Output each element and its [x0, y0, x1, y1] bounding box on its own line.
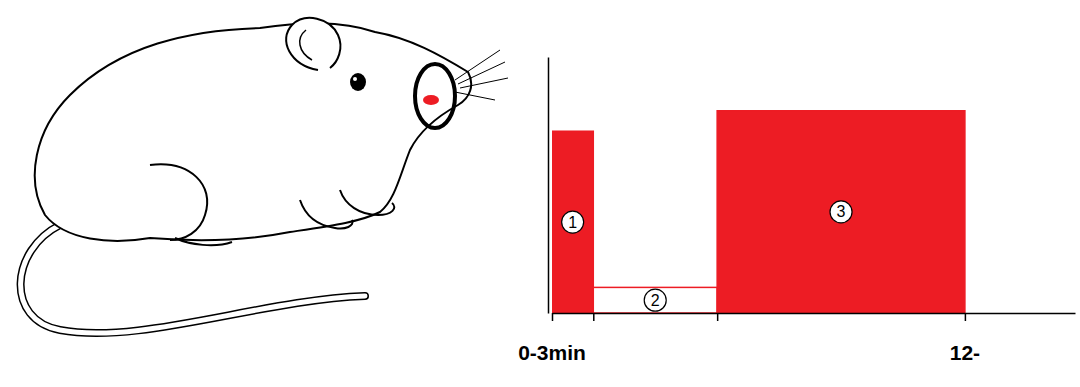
annotations: 0-3min 12-	[518, 341, 980, 364]
x-annotation: 0-3min	[518, 341, 586, 364]
mouse-tail	[21, 225, 365, 333]
x-axis-line	[553, 313, 1076, 315]
mouse-ear	[286, 18, 340, 70]
x-tick	[593, 313, 594, 321]
bar-labels: 1 2 3	[562, 201, 852, 311]
x-annotation: 12-	[950, 341, 980, 364]
bar	[552, 131, 593, 313]
x-tick	[717, 313, 718, 321]
plot-area	[552, 111, 965, 313]
bar-label-text: 3	[837, 203, 846, 220]
mouse-ear-inner	[300, 30, 312, 60]
bar-label-circle	[830, 201, 852, 223]
bar-label: 3	[830, 201, 852, 223]
bar-label-text: 1	[568, 214, 577, 231]
mouse-illustration	[21, 18, 508, 333]
bar-label-circle	[562, 211, 584, 233]
x-tick-mark	[593, 313, 595, 321]
x-tick-mark	[965, 313, 967, 321]
x-tick	[965, 313, 966, 321]
mouse-front-leg	[300, 190, 394, 229]
nose-spot	[423, 95, 439, 105]
y-axis-line	[548, 58, 550, 314]
canvas: 1 2 3 0-3min 12-	[0, 0, 1080, 387]
bar-label-circle	[644, 289, 666, 311]
mouse-tail-outline	[21, 225, 365, 333]
mouse-whiskers	[455, 50, 508, 100]
mouse-eye-glint	[353, 77, 357, 81]
mouse-eye	[350, 73, 366, 91]
bar-label: 2	[644, 289, 666, 311]
bar-label-text: 2	[651, 292, 660, 309]
mouse-body	[35, 23, 471, 241]
bar	[593, 287, 717, 313]
x-axis	[553, 313, 1076, 321]
x-tick-mark	[717, 313, 719, 321]
mouse-hind-leg	[150, 164, 232, 245]
bar	[717, 111, 965, 313]
x-tick-mark	[552, 313, 554, 321]
nose-highlight	[415, 64, 455, 128]
y-axis	[548, 58, 549, 314]
bar-label: 1	[562, 211, 584, 233]
x-tick	[552, 313, 553, 321]
